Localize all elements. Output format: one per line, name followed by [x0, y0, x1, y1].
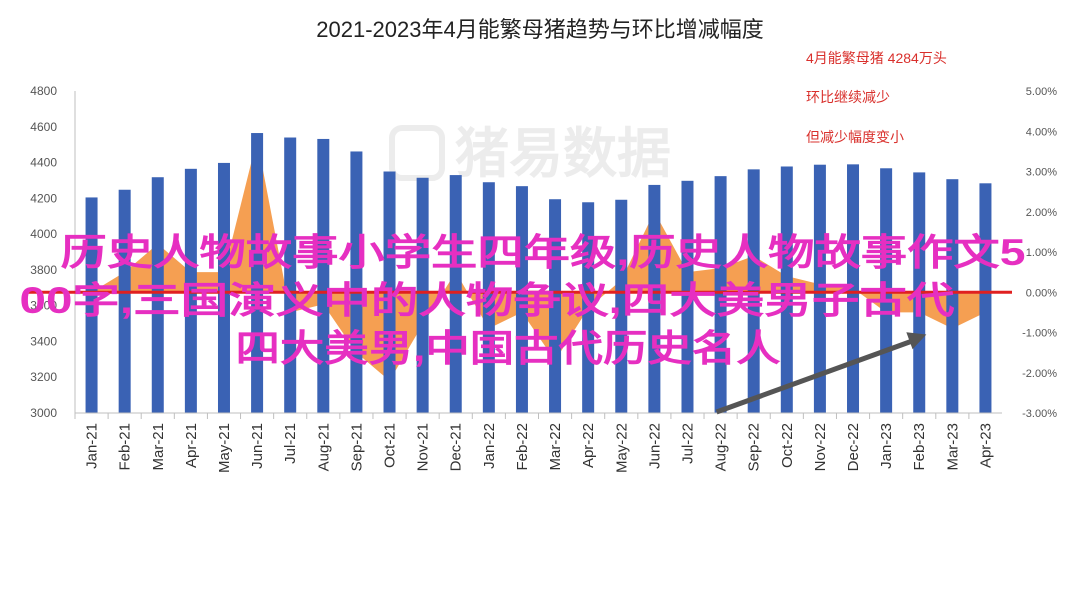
- x-tick-label: Dec-22: [845, 423, 862, 471]
- annotation-decrease: 环比继续减少: [806, 89, 890, 105]
- mom-area-shape: [91, 139, 986, 381]
- x-tick-label: Jan-23: [878, 423, 895, 469]
- x-tick-label: Apr-22: [580, 423, 597, 468]
- y2-tick-label: 3.00%: [1026, 167, 1057, 179]
- y-tick-label: 3000: [30, 406, 57, 420]
- x-tick-label: Jan-22: [481, 423, 498, 469]
- x-tick-label: Nov-21: [415, 423, 432, 471]
- y2-tick-label: -1.00%: [1022, 328, 1057, 340]
- x-tick-label: Mar-22: [547, 423, 564, 471]
- chart-title: 2021-2023年4月能繁母猪趋势与环比增减幅度: [316, 17, 763, 42]
- bar-Nov-22: [813, 164, 826, 413]
- x-tick-label: Jul-22: [679, 423, 696, 464]
- x-tick-label: Sep-22: [746, 423, 763, 471]
- bar-Dec-22: [847, 164, 860, 413]
- bar-Mar-21: [151, 177, 164, 413]
- trend-arrow-shaft: [715, 337, 918, 415]
- bar-Jan-21: [85, 197, 98, 413]
- bar-Oct-22: [780, 166, 793, 413]
- y2-tick-label: 0.00%: [1026, 287, 1057, 299]
- y-tick-label: 3200: [30, 370, 57, 384]
- y2-tick-label: 1.00%: [1026, 247, 1057, 259]
- watermark-text: 猪易数据: [455, 124, 671, 184]
- overlay-text: 历史人物故事小学生四年级,历史人物故事作文5 00字,三国演义中的人物争议,四大…: [20, 231, 1026, 369]
- x-tick-label: Jun-22: [646, 423, 663, 469]
- y-tick-label: 3800: [30, 263, 57, 277]
- x-tick-label: Feb-23: [911, 423, 928, 471]
- x-tick-label: Apr-21: [183, 423, 200, 468]
- bar-Jul-21: [284, 137, 297, 413]
- bar-Feb-21: [118, 189, 131, 413]
- bar-Sep-21: [350, 151, 363, 413]
- overlay-line-2: 00字,三国演义中的人物争议,四大美男子古代: [20, 280, 955, 321]
- y-tick-label: 4000: [30, 227, 57, 241]
- bar-Mar-22: [549, 199, 562, 413]
- bar-Aug-22: [714, 176, 727, 413]
- bar-Dec-21: [449, 175, 462, 413]
- x-tick-label: Sep-21: [348, 423, 365, 471]
- trend-arrow: [715, 332, 927, 415]
- y-tick-label: 3600: [30, 299, 57, 313]
- watermark: 猪易数据: [389, 124, 671, 184]
- x-axis: Jan-21 Feb-21 Mar-21 Apr-21 May-21 Jun-21 Jul-…: [74, 412, 1002, 473]
- x-tick-label: Feb-22: [514, 423, 531, 471]
- bar-Apr-23: [979, 183, 992, 413]
- trend-arrow-head-icon: [906, 332, 927, 350]
- bar-Jul-22: [681, 180, 694, 413]
- y2-tick-label: -2.00%: [1022, 368, 1057, 380]
- y-tick-label: 4200: [30, 191, 57, 205]
- x-tick-label: May-22: [613, 423, 630, 473]
- y-tick-label: 4400: [30, 156, 57, 170]
- bar-Jun-22: [648, 184, 661, 413]
- overlay-line-1: 历史人物故事小学生四年级,历史人物故事作文5: [61, 231, 1026, 273]
- x-tick-label: Aug-21: [315, 423, 332, 471]
- x-tick-label: Mar-21: [150, 423, 167, 471]
- y-tick-label: 4800: [30, 84, 57, 98]
- x-tick-label: Jul-21: [282, 423, 299, 464]
- x-tick-label: Jan-21: [84, 423, 101, 469]
- annotation-smaller-decrease: 但减少幅度变小: [806, 129, 904, 145]
- y2-tick-label: 2.00%: [1026, 207, 1057, 219]
- bar-Apr-22: [582, 202, 595, 413]
- x-tick-label: Apr-23: [977, 423, 994, 468]
- x-tick-label: Oct-21: [382, 423, 399, 468]
- x-tick-label: Feb-21: [117, 423, 134, 471]
- y-axis-right: 5.00% 4.00% 3.00% 2.00% 1.00% 0.00% -1.00% -2.0…: [1022, 86, 1057, 420]
- annotations: 4月能繁母猪 4284万头 环比继续减少 但减少幅度变小: [806, 50, 947, 145]
- y2-tick-label: -3.00%: [1022, 408, 1057, 420]
- bar-Jan-22: [482, 182, 495, 413]
- bar-Mar-23: [946, 179, 959, 413]
- x-tick-label: Aug-22: [713, 423, 730, 471]
- bar-Nov-21: [416, 177, 429, 413]
- bar-May-21: [217, 162, 230, 413]
- x-tick-label: Jun-21: [249, 423, 266, 469]
- y2-tick-label: 4.00%: [1026, 126, 1057, 138]
- bar-May-22: [615, 199, 628, 413]
- x-tick-label: Nov-22: [812, 423, 829, 471]
- y-tick-label: 4600: [30, 120, 57, 134]
- bar-Aug-21: [317, 138, 330, 414]
- x-tick-label: May-21: [216, 423, 233, 473]
- overlay-line-3: 四大美男,中国古代历史名人: [236, 328, 781, 369]
- x-tick-label: Mar-23: [944, 423, 961, 471]
- y-tick-label: 3400: [30, 334, 57, 348]
- y2-tick-label: 5.00%: [1026, 86, 1057, 98]
- bar-Jun-21: [251, 133, 264, 414]
- y-axis-left: 4800 4600 4400 4200 4000 3800 3600 3400 3200 3000: [30, 84, 76, 420]
- bar-Feb-22: [515, 186, 528, 413]
- x-tick-label: Dec-21: [448, 423, 465, 471]
- x-tick-label: Oct-22: [779, 423, 796, 468]
- annotation-inventory: 4月能繁母猪 4284万头: [806, 50, 947, 66]
